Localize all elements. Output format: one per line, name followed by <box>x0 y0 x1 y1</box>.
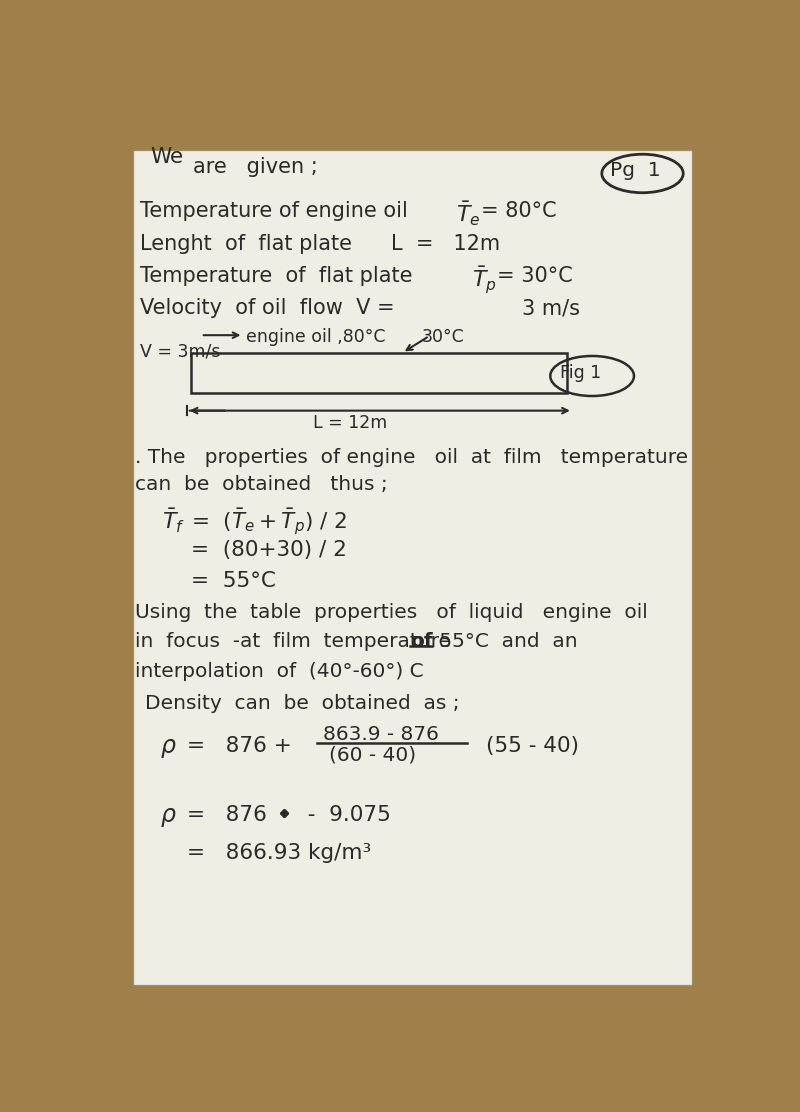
Text: (55 - 40): (55 - 40) <box>486 735 579 755</box>
Text: L = 12m: L = 12m <box>313 415 387 433</box>
Text: are   given ;: are given ; <box>193 157 318 177</box>
Text: $\bar{T}_e$: $\bar{T}_e$ <box>457 200 481 228</box>
Text: in  focus  -at  film  temperature: in focus -at film temperature <box>135 633 451 652</box>
Text: $\rho$: $\rho$ <box>161 805 178 828</box>
Text: $\rho$: $\rho$ <box>161 735 178 759</box>
Text: $\bar{T}_p$: $\bar{T}_p$ <box>472 265 497 296</box>
Text: Temperature of engine oil: Temperature of engine oil <box>140 201 408 221</box>
Text: 863.9 - 876: 863.9 - 876 <box>323 725 439 744</box>
Text: Fig 1: Fig 1 <box>560 365 602 383</box>
Text: V = 3m/s: V = 3m/s <box>140 342 221 361</box>
Text: Temperature  of  flat plate: Temperature of flat plate <box>140 266 413 286</box>
Text: 55°C  and  an: 55°C and an <box>434 633 578 652</box>
Bar <box>191 353 567 393</box>
Text: $\bar{T}_f$: $\bar{T}_f$ <box>162 507 186 535</box>
Text: . The   properties  of engine   oil  at  film   temperature: . The properties of engine oil at film t… <box>135 448 688 467</box>
Text: =  (80+30) / 2: = (80+30) / 2 <box>191 540 347 560</box>
Text: We: We <box>150 147 183 167</box>
Text: =  55°C: = 55°C <box>191 570 276 590</box>
Text: =  $(\bar{T}_e + \bar{T}_p)$ / 2: = $(\bar{T}_e + \bar{T}_p)$ / 2 <box>191 507 347 538</box>
Text: (60 - 40): (60 - 40) <box>330 745 417 765</box>
Text: of: of <box>410 633 433 652</box>
Text: =   876 +: = 876 + <box>187 735 291 755</box>
Text: 3 m/s: 3 m/s <box>522 298 580 318</box>
Text: =   866.93 kg/m³: = 866.93 kg/m³ <box>187 843 371 863</box>
Text: L  =   12m: L = 12m <box>390 234 500 254</box>
Text: -  9.075: - 9.075 <box>294 805 390 825</box>
Text: can  be  obtained   thus ;: can be obtained thus ; <box>135 475 388 494</box>
Text: Lenght  of  flat plate: Lenght of flat plate <box>140 234 352 254</box>
Text: = 30°C: = 30°C <box>497 266 573 286</box>
Text: Density  can  be  obtained  as ;: Density can be obtained as ; <box>145 694 459 713</box>
Text: engine oil ,80°C: engine oil ,80°C <box>246 328 386 346</box>
Text: 30°C: 30°C <box>422 328 464 346</box>
Text: = 80°C: = 80°C <box>482 201 557 221</box>
Text: =   876: = 876 <box>187 805 266 825</box>
FancyBboxPatch shape <box>134 150 692 985</box>
Text: interpolation  of  (40°-60°) C: interpolation of (40°-60°) C <box>135 662 423 681</box>
Text: Velocity  of oil  flow  V =: Velocity of oil flow V = <box>140 298 395 318</box>
Text: Using  the  table  properties   of  liquid   engine  oil: Using the table properties of liquid eng… <box>135 603 648 622</box>
Text: Pg  1: Pg 1 <box>610 161 661 180</box>
